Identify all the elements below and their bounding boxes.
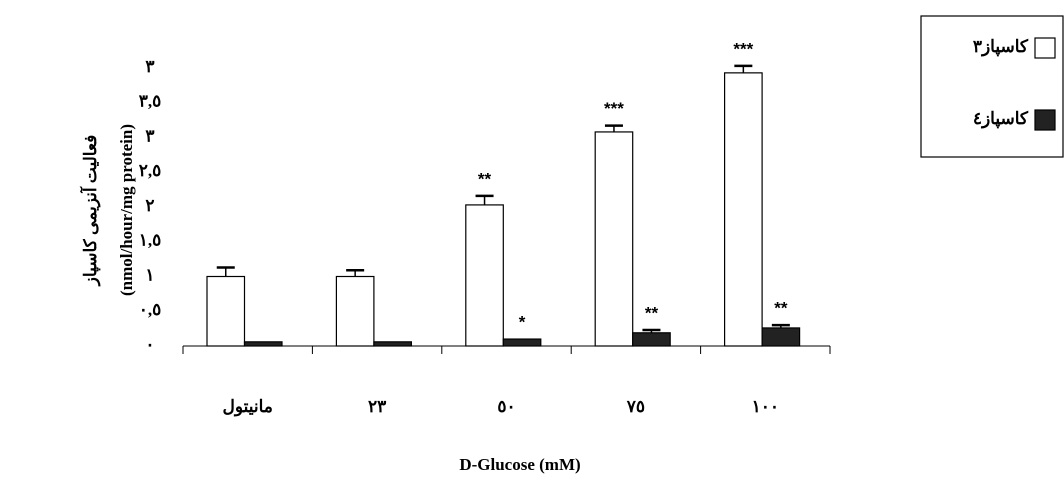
legend-swatch <box>1034 37 1056 59</box>
significance-label: *** <box>733 39 753 58</box>
y-tick-label: ١ <box>145 265 154 284</box>
y-tick-label: ٣ <box>145 57 154 76</box>
x-tick-label: ٧٥ <box>626 397 645 416</box>
legend-label: کاسپاز٤ <box>973 109 1029 129</box>
bar <box>335 275 375 347</box>
y-tick-label: ٣,٥ <box>139 92 162 111</box>
y-tick-label: ٢,٥ <box>139 161 162 180</box>
x-tick-label: ٢٣ <box>368 397 386 416</box>
legend-label: کاسپاز٣ <box>973 37 1029 57</box>
y-tick-label: ٠,٥ <box>139 300 162 319</box>
y-tick-label: ٢ <box>145 196 154 215</box>
x-tick-label: مانیتول <box>222 397 272 417</box>
legend-swatch <box>1034 109 1056 131</box>
bar <box>594 131 634 347</box>
significance-label: *** <box>604 99 624 118</box>
significance-label: ** <box>774 299 788 318</box>
bar <box>206 275 246 347</box>
y-axis-title: (nmol/hour/mg protein) <box>117 124 136 296</box>
x-axis-title: D-Glucose (mM) <box>459 455 580 474</box>
bar <box>502 338 542 347</box>
x-tick-label: ١٠٠ <box>752 397 779 416</box>
x-tick-label: ٥٠ <box>497 397 515 416</box>
y-tick-label: ١,٥ <box>139 231 162 250</box>
bar <box>723 72 763 347</box>
bar <box>632 332 671 347</box>
significance-label: ** <box>478 169 492 188</box>
bar <box>761 327 801 347</box>
bar <box>465 204 504 347</box>
significance-label: ** <box>645 303 659 322</box>
y-tick-label: ٠ <box>145 335 154 354</box>
y-axis-title: فعالیت آنزیمی کاسپاز <box>79 135 101 288</box>
significance-label: * <box>519 313 526 332</box>
y-tick-label: ٣ <box>145 126 154 145</box>
bar <box>373 341 412 347</box>
bar <box>243 341 283 347</box>
